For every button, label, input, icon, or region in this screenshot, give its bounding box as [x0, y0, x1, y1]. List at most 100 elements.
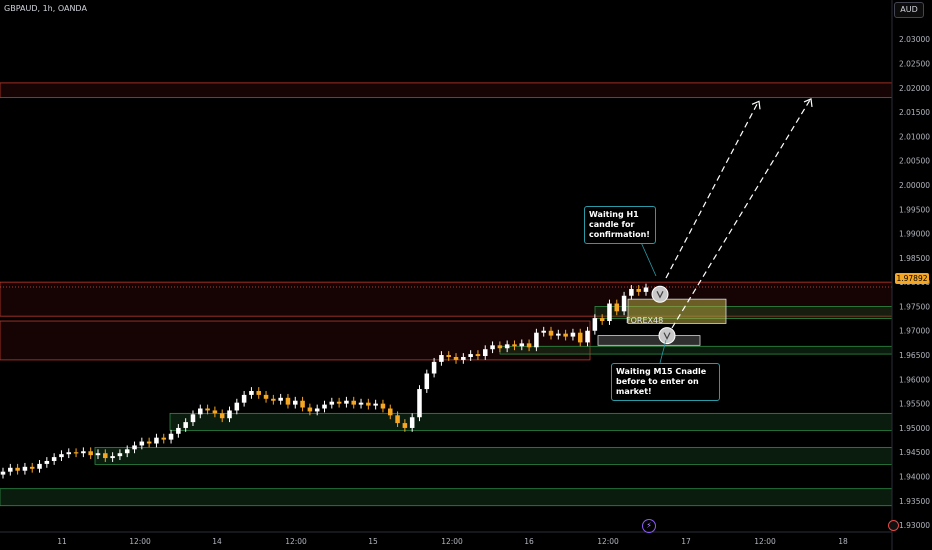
- candle-body: [614, 303, 620, 312]
- tradingview-logo-icon[interactable]: [888, 520, 899, 531]
- support-zone: [94, 446, 893, 465]
- candle-body: [336, 401, 342, 404]
- candle-body: [417, 389, 422, 418]
- callout-pointer: [639, 239, 657, 277]
- candle-body: [307, 407, 313, 412]
- candle-body: [636, 288, 641, 292]
- candle-body: [241, 394, 247, 403]
- y-tick-label: 1.95500: [899, 400, 930, 409]
- resistance-zone: [0, 281, 893, 317]
- y-tick-label: 2.00000: [899, 181, 930, 190]
- candle-body: [44, 460, 50, 464]
- candle-body: [176, 427, 181, 434]
- candle-body: [512, 344, 517, 347]
- candle-body: [402, 423, 408, 428]
- y-tick-label: 1.96500: [899, 351, 930, 360]
- candle-body: [344, 400, 349, 404]
- x-tick-label: 12:00: [754, 537, 776, 546]
- candle-body: [534, 332, 539, 348]
- candle-body: [409, 417, 415, 428]
- candle-body: [293, 400, 298, 405]
- candles: [0, 283, 649, 479]
- candle-body: [190, 414, 196, 423]
- candle-body: [0, 471, 6, 475]
- candle-body: [8, 467, 13, 472]
- projection-arrow: [665, 102, 759, 279]
- resistance-zone: [0, 320, 591, 361]
- x-axis: 11 12:00 14 12:00 15 12:00 16 12:00 17 12:00 18: [0, 531, 892, 546]
- entry-box-low: [597, 335, 701, 346]
- candle-body: [103, 453, 108, 459]
- support-zone: [169, 412, 893, 431]
- candle-body: [22, 466, 28, 471]
- candle-body: [117, 453, 123, 457]
- x-tick-label: 15: [368, 537, 378, 546]
- candle-body: [161, 437, 167, 440]
- current-price-tag: 1.97892: [895, 273, 929, 284]
- candle-body: [570, 332, 576, 337]
- projection-arrow: [671, 99, 811, 329]
- candle-body: [358, 402, 364, 405]
- x-tick-label: 18: [838, 537, 848, 546]
- candle-body: [146, 441, 152, 444]
- y-tick-label: 1.97000: [899, 327, 930, 336]
- currency-button[interactable]: AUD: [894, 2, 924, 18]
- candle-body: [59, 454, 64, 458]
- y-tick-label: 1.95000: [899, 424, 930, 433]
- check-icon: [656, 291, 664, 299]
- y-axis: 2.03000 2.02500 2.02000 2.01500 2.01000 2.005…: [891, 0, 930, 550]
- candle-body: [249, 391, 254, 395]
- candle-body: [351, 400, 356, 405]
- candle-body: [124, 449, 130, 454]
- candle-body: [81, 451, 86, 454]
- candle-body: [183, 422, 188, 428]
- entry-marker-high: [651, 285, 669, 303]
- candle-body: [66, 452, 72, 455]
- bolt-icon[interactable]: ⚡: [642, 519, 656, 533]
- x-tick-label: 17: [681, 537, 691, 546]
- callout-pointer: [659, 339, 667, 364]
- arrow-head-icon: [803, 98, 813, 107]
- candle-body: [497, 345, 503, 349]
- y-tick-label: 1.98500: [899, 254, 930, 263]
- chart-title: GBPAUD, 1h, OANDA: [4, 4, 87, 13]
- x-tick-label: 12:00: [597, 537, 619, 546]
- y-tick-label: 1.94500: [899, 448, 930, 457]
- candle-body: [599, 318, 605, 322]
- candle-body: [431, 361, 437, 374]
- candle-body: [468, 354, 473, 357]
- candle-body: [300, 400, 305, 408]
- candle-body: [234, 402, 240, 411]
- y-tick-label: 1.94000: [899, 473, 930, 482]
- candle-body: [373, 403, 378, 406]
- candle-body: [592, 318, 598, 331]
- candle-body: [263, 394, 269, 399]
- y-tick-label: 1.96000: [899, 375, 930, 384]
- y-tick-label: 2.02500: [899, 59, 930, 68]
- candle-body: [219, 413, 225, 419]
- candle-body: [110, 456, 115, 459]
- candle-body: [577, 332, 583, 343]
- candle-body: [643, 287, 649, 292]
- candle-body: [548, 330, 554, 336]
- candle-body: [424, 373, 430, 390]
- candle-body: [256, 391, 262, 395]
- y-tick-label: 2.01500: [899, 108, 930, 117]
- candle-body: [278, 397, 283, 401]
- candle-body: [461, 356, 466, 360]
- candle-body: [154, 437, 159, 444]
- check-icon: [663, 332, 671, 340]
- candle-body: [37, 463, 42, 469]
- candle-body: [380, 403, 386, 409]
- candle-body: [446, 355, 451, 357]
- arrow-head-icon: [751, 100, 761, 110]
- brand-label: FOREX48: [626, 316, 664, 325]
- candle-body: [29, 466, 35, 469]
- y-tick-label: 1.93000: [899, 521, 930, 530]
- candle-body: [51, 457, 57, 461]
- candle-body: [629, 288, 634, 296]
- candle-body: [314, 408, 320, 412]
- candle-body: [227, 410, 232, 419]
- candle-body: [439, 355, 444, 362]
